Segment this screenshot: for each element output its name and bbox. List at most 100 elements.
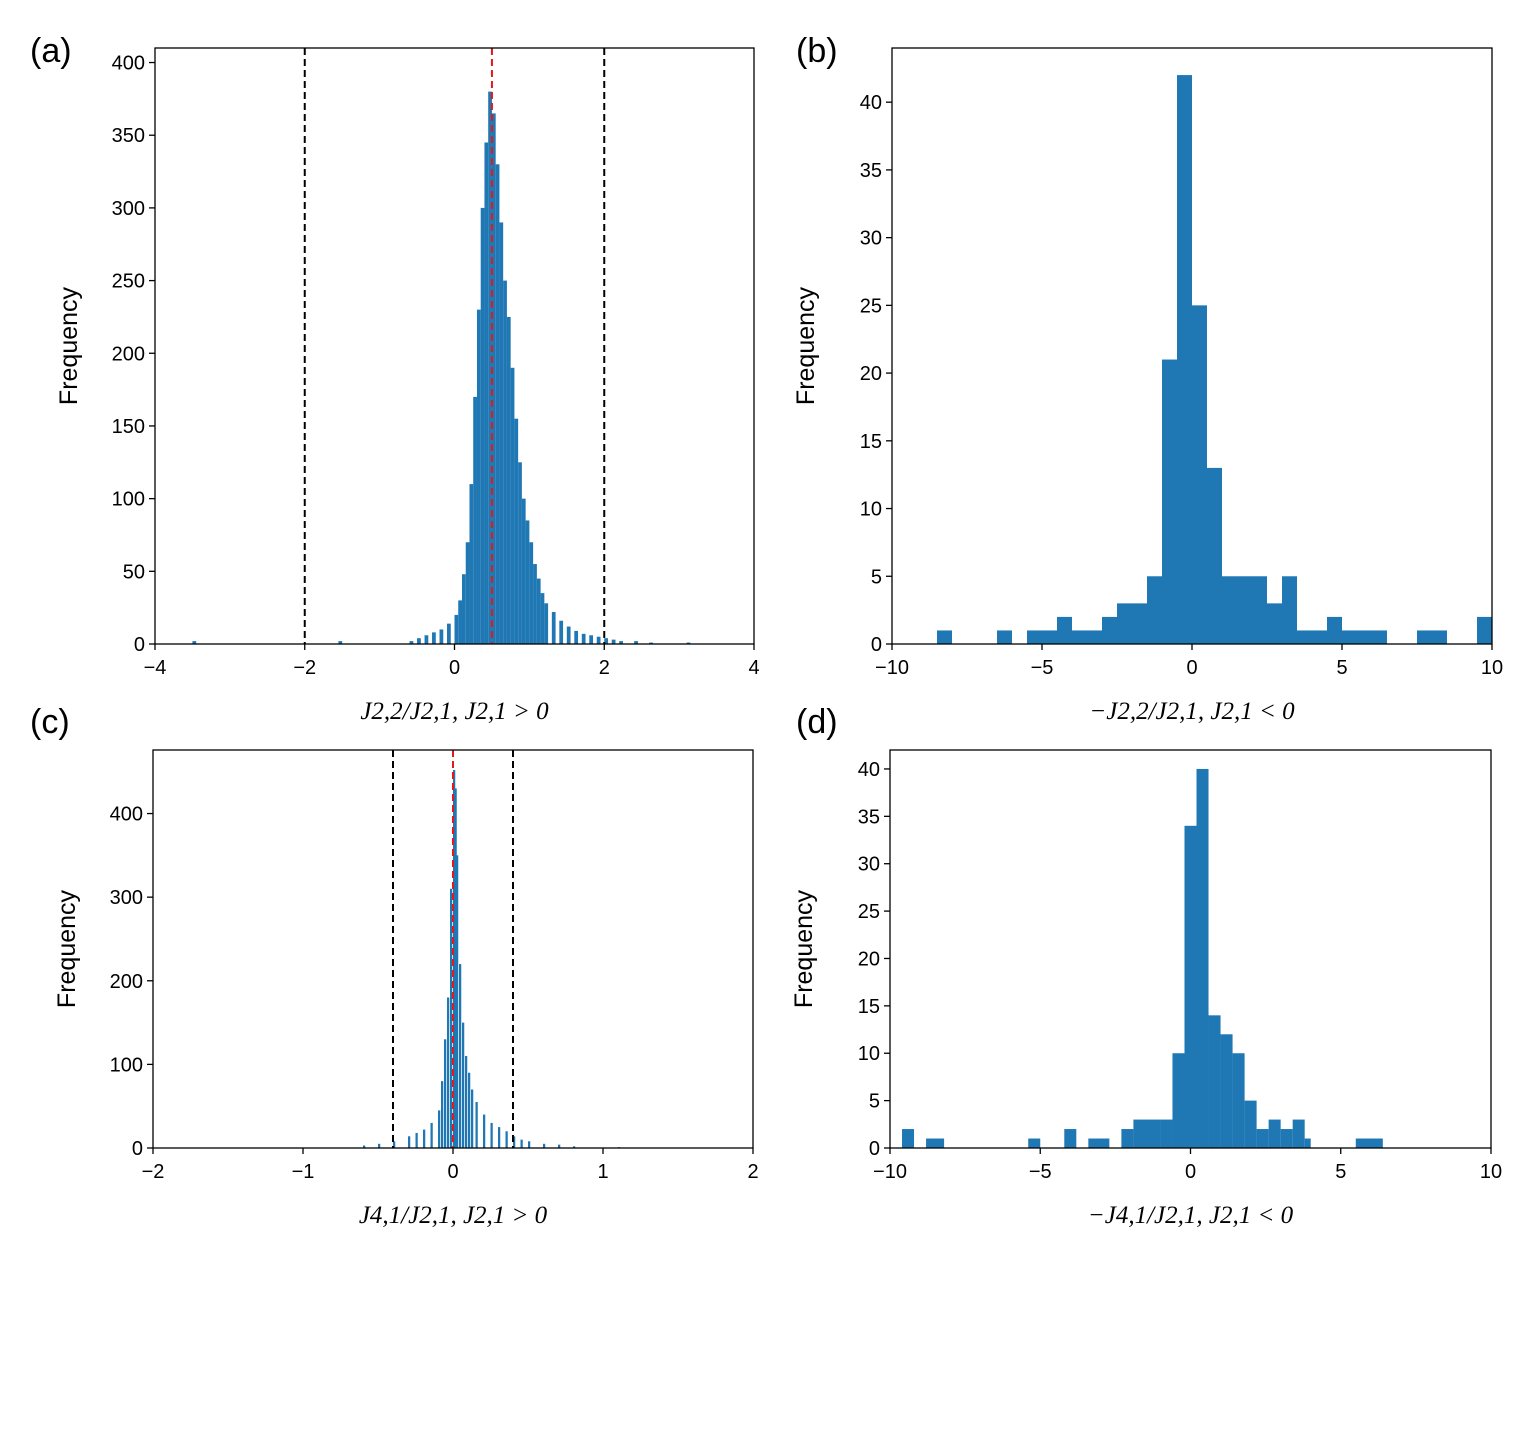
bar-b-0 — [937, 630, 952, 644]
y-tick-label-b-3: 15 — [860, 431, 882, 453]
x-ticks-b: −10 −5 0 5 10 — [875, 644, 1503, 679]
bar-a-26 — [521, 498, 526, 644]
bar-b-2 — [997, 630, 1012, 644]
bar-a-16 — [484, 142, 489, 645]
bar-c-28 — [543, 1143, 546, 1148]
bar-b-4 — [1027, 630, 1042, 644]
bar-a-37 — [581, 633, 586, 644]
y-tick-label-d-3: 15 — [858, 996, 880, 1018]
bar-a-7 — [447, 623, 451, 644]
y-tick-label-c-4: 400 — [110, 804, 143, 826]
y-tick-label-a-7: 350 — [112, 125, 145, 147]
bar-a-28 — [529, 542, 534, 644]
bar-b-12 — [1162, 359, 1177, 644]
bar-c-15 — [459, 964, 462, 1148]
histogram-bars-d — [902, 768, 1383, 1148]
y-tick-label-a-4: 200 — [112, 343, 145, 365]
bar-c-1 — [378, 1143, 381, 1148]
bar-a-25 — [518, 462, 522, 644]
y-tick-label-d-1: 5 — [869, 1091, 880, 1113]
bar-b-15 — [1207, 467, 1222, 644]
x-tick-label-c-3: 1 — [597, 1161, 608, 1183]
bar-c-14 — [456, 855, 459, 1148]
y-tick-label-a-8: 400 — [112, 53, 145, 75]
x-ticks-d: −10 −5 0 5 10 — [873, 1148, 1502, 1183]
bar-a-15 — [480, 207, 485, 644]
bar-c-12 — [453, 770, 456, 1148]
bar-a-12 — [469, 484, 474, 644]
bar-d-14 — [1184, 825, 1197, 1148]
bar-a-42 — [619, 641, 623, 644]
y-tick-label-d-6: 30 — [858, 854, 880, 876]
bar-d-21 — [1268, 1119, 1281, 1148]
bar-b-24 — [1372, 630, 1387, 644]
bar-b-8 — [1102, 616, 1117, 644]
y-tick-label-d-7: 35 — [858, 806, 880, 828]
x-tick-label-a-1: −2 — [293, 657, 316, 679]
y-tick-label-a-5: 250 — [112, 271, 145, 293]
x-axis-label-b: −J2,2/J2,1, J2,1 < 0 — [1089, 698, 1295, 725]
bar-c-24 — [505, 1131, 508, 1148]
x-tick-label-c-0: −2 — [142, 1161, 165, 1183]
bar-c-8 — [441, 1081, 444, 1148]
axes-frame-a — [154, 47, 755, 645]
bar-a-17 — [488, 91, 492, 645]
bar-d-15 — [1196, 768, 1209, 1148]
panel-d: (d) −10 −5 0 5 10 0 5 10 15 20 25 30 35 40 Frequency… — [790, 703, 1502, 1229]
bar-c-6 — [430, 1122, 433, 1148]
x-axis-label-a: J2,2/J2,1, J2,1 > 0 — [360, 698, 549, 725]
y-tick-label-a-2: 100 — [112, 489, 145, 511]
x-tick-label-c-4: 2 — [747, 1161, 758, 1183]
y-tick-label-b-8: 40 — [860, 92, 882, 114]
bar-a-40 — [604, 638, 608, 644]
y-axis-label-c: Frequency — [53, 889, 81, 1008]
x-axis-label-d: −J4,1/J2,1, J2,1 < 0 — [1088, 1202, 1294, 1229]
y-tick-label-a-6: 300 — [112, 198, 145, 220]
bar-a-27 — [525, 520, 530, 644]
reference-lines-a — [303, 48, 606, 644]
bar-a-23 — [510, 367, 515, 644]
bar-d-17 — [1220, 1034, 1233, 1148]
x-ticks-a: −4 −2 0 2 4 — [144, 644, 760, 679]
bar-c-7 — [438, 1110, 441, 1148]
bar-d-4 — [1028, 1138, 1041, 1148]
bar-a-10 — [461, 574, 466, 644]
y-tick-label-d-5: 25 — [858, 901, 880, 923]
bar-b-18 — [1267, 603, 1282, 644]
y-tick-label-c-0: 0 — [132, 1138, 143, 1160]
bar-c-13 — [454, 788, 457, 1148]
bar-a-24 — [514, 418, 519, 644]
bar-d-11 — [1133, 1119, 1161, 1148]
bar-c-23 — [498, 1127, 501, 1148]
bar-d-8 — [1088, 1138, 1110, 1148]
y-ticks-a: 0 50 100 150 200 250 300 350 400 — [112, 53, 155, 656]
x-ticks-c: −2 −1 0 1 2 — [142, 1148, 759, 1183]
bar-a-43 — [634, 641, 638, 644]
y-ticks-d: 0 5 10 15 20 25 30 35 40 — [858, 759, 890, 1160]
y-tick-label-b-5: 25 — [860, 295, 882, 317]
bar-a-8 — [454, 614, 459, 644]
y-tick-label-c-1: 100 — [110, 1054, 143, 1076]
bar-d-13 — [1172, 1053, 1185, 1148]
y-tick-label-d-2: 10 — [858, 1043, 880, 1065]
bar-d-6 — [1064, 1129, 1077, 1148]
bar-b-28 — [1477, 616, 1492, 644]
bar-a-29 — [533, 564, 537, 644]
x-tick-label-d-3: 5 — [1335, 1161, 1346, 1183]
bar-c-9 — [444, 1039, 447, 1148]
bar-b-10 — [1132, 603, 1147, 644]
x-tick-label-b-3: 5 — [1336, 657, 1347, 679]
panel-c: (c) −2 −1 0 1 2 0 100 200 300 400 Frequency J4,1… — [30, 703, 759, 1229]
y-tick-label-b-2: 10 — [860, 499, 882, 521]
bar-a-30 — [536, 578, 541, 644]
bar-c-25 — [513, 1136, 516, 1148]
bar-b-22 — [1327, 616, 1342, 644]
x-tick-label-a-3: 2 — [599, 657, 610, 679]
bar-c-16 — [462, 1022, 465, 1148]
bar-b-20 — [1297, 630, 1312, 644]
bar-c-19 — [471, 1089, 474, 1148]
bar-a-39 — [596, 636, 601, 644]
panel-label-b: (b) — [796, 32, 838, 70]
bar-b-16 — [1222, 576, 1252, 644]
